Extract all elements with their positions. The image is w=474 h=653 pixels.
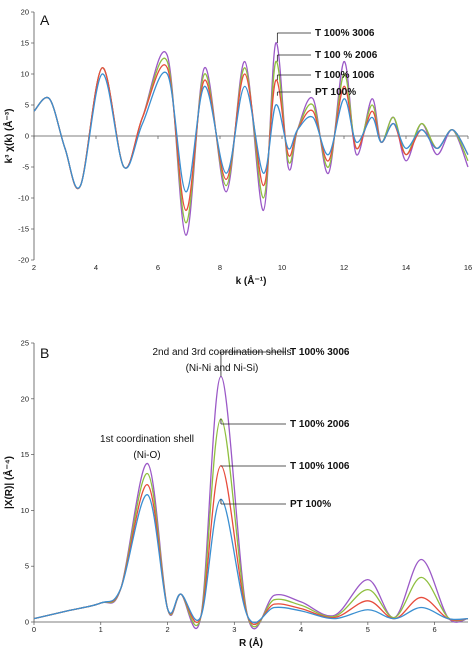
series-line: [33, 494, 469, 624]
series-label: T 100% 1006: [290, 461, 350, 472]
y-axis-label: |X(R)| (Å⁻⁴): [2, 456, 15, 509]
x-tick-label: 6: [156, 263, 160, 272]
x-tick-label: 4: [299, 625, 303, 634]
y-tick-label: 5: [25, 101, 29, 110]
y-tick-label: 25: [21, 339, 29, 348]
series-line: [33, 375, 469, 630]
panel-letter: A: [40, 12, 50, 28]
y-tick-label: -5: [22, 163, 29, 172]
series-line: [33, 418, 469, 628]
series-label: T 100% 3006: [290, 347, 350, 358]
y-axis-label: k³ χ(k) (Å⁻³): [2, 109, 15, 164]
series-label: T 100% 3006: [315, 28, 375, 39]
series-label: T 100% 2006: [290, 419, 350, 430]
x-tick-label: 8: [218, 263, 222, 272]
series-group: [33, 42, 469, 236]
y-tick-label: -15: [18, 225, 29, 234]
panel-a-chart: -20 -15 -10 -5 0 5 10 15 20 2 4 6 8 10 12 14 16 k (Å⁻¹) k³…: [2, 8, 472, 288]
panel-letter: B: [40, 345, 49, 361]
x-tick-label: 3: [232, 625, 236, 634]
series-label: T 100% 1006: [315, 70, 375, 81]
x-tick-label: 6: [433, 625, 437, 634]
y-tick-label: 20: [21, 394, 29, 403]
y-tick-label: -20: [18, 256, 29, 265]
y-tick-label: 20: [21, 8, 29, 17]
series-line: [33, 42, 469, 236]
annotation-second-third-shells-species: (Ni-Ni and Ni-Si): [186, 363, 259, 374]
x-tick-label: 14: [402, 263, 410, 272]
y-tick-label: 15: [21, 39, 29, 48]
series-group: [33, 375, 469, 630]
x-axis-label: k (Å⁻¹): [236, 274, 267, 287]
series-label: T 100 % 2006: [315, 50, 378, 61]
x-tick-label: 0: [32, 625, 36, 634]
series-line: [33, 71, 469, 193]
panel-b-chart: 0 5 10 15 20 25 0 1 2 3 4 5 6 R (Å) |X(R)| (Å⁻⁴) B T 100…: [2, 339, 469, 649]
y-tick-label: 5: [25, 562, 29, 571]
x-tick-label: 1: [99, 625, 103, 634]
y-tick-label: 10: [21, 70, 29, 79]
y-tick-label: 0: [25, 618, 29, 627]
annotation-first-shell-species: (Ni-O): [133, 450, 160, 461]
x-tick-label: 2: [32, 263, 36, 272]
y-tick-label: 10: [21, 506, 29, 515]
y-tick-label: 15: [21, 450, 29, 459]
x-tick-label: 12: [340, 263, 348, 272]
series-label: PT 100%: [315, 87, 356, 98]
y-tick-label: 0: [25, 132, 29, 141]
y-tick-label: -10: [18, 194, 29, 203]
annotations: 1st coordination shell (Ni-O) 2nd and 3rd …: [100, 347, 291, 461]
x-tick-label: 16: [464, 263, 472, 272]
axes: -20 -15 -10 -5 0 5 10 15 20 2 4 6 8 10 12 14 16: [18, 8, 472, 273]
series-label: PT 100%: [290, 499, 331, 510]
annotation-first-shell: 1st coordination shell: [100, 434, 194, 445]
annotation-second-third-shells: 2nd and 3rd coordination shells: [153, 347, 292, 358]
series-labels: T 100% 3006 T 100% 2006 T 100% 1006 PT 100%: [220, 347, 350, 510]
x-tick-label: 5: [366, 625, 370, 634]
x-tick-label: 2: [165, 625, 169, 634]
series-line: [33, 64, 469, 212]
x-tick-label: 10: [278, 263, 286, 272]
x-tick-label: 4: [94, 263, 98, 272]
x-axis-label: R (Å): [239, 636, 263, 649]
series-labels: T 100% 3006 T 100 % 2006 T 100% 1006 PT 100…: [276, 28, 378, 98]
